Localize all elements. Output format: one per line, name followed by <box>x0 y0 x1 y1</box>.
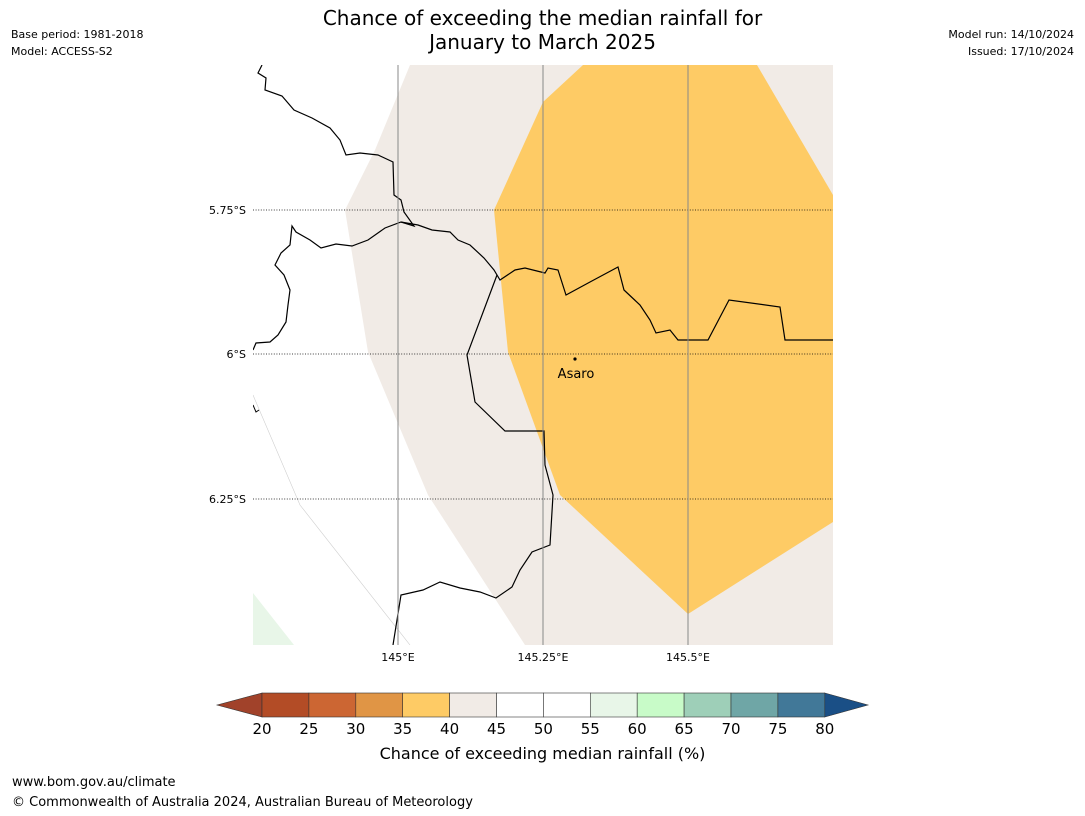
model-run-text: Model run: 14/10/2024 <box>948 28 1074 41</box>
colorbar-cell <box>683 692 732 718</box>
border-northern <box>400 221 833 341</box>
colorbar-cell <box>636 692 685 718</box>
lon-label-1455: 145.5°E <box>666 651 710 664</box>
lon-label-14525: 145.25°E <box>518 651 569 664</box>
meta-right: Model run: 14/10/2024 Issued: 17/10/2024 <box>948 26 1074 60</box>
colorbar-cell <box>543 692 591 718</box>
colorbar-cell <box>449 692 497 718</box>
colorbar-extend-high <box>824 692 870 718</box>
asaro-marker <box>573 357 577 361</box>
colorbar: 20 25 30 35 40 45 50 55 60 65 70 75 80 <box>215 692 870 738</box>
colorbar-cell <box>308 692 357 718</box>
zone-55-60 <box>253 593 294 645</box>
colorbar-tick-label: 30 <box>346 720 365 738</box>
lon-gridlines <box>397 65 689 645</box>
map-title: Chance of exceeding the median rainfall … <box>0 6 1085 54</box>
colorbar-cell <box>402 692 450 718</box>
colorbar-cell <box>496 692 544 718</box>
colorbar-cell <box>730 692 779 718</box>
lat-label-625: 6.25°S <box>209 493 246 506</box>
colorbar-tick-label: 45 <box>487 720 506 738</box>
footer-url: www.bom.gov.au/climate <box>12 775 176 790</box>
colorbar-tick-label: 35 <box>393 720 412 738</box>
lat-gridlines <box>253 209 833 500</box>
footer-copyright: © Commonwealth of Australia 2024, Austra… <box>12 795 473 810</box>
colorbar-tick-label: 50 <box>534 720 553 738</box>
title-line-1: Chance of exceeding the median rainfall … <box>322 6 763 30</box>
coastline <box>253 65 416 351</box>
zone-35-40 <box>494 65 833 614</box>
colorbar-tick-labels: 20 25 30 35 40 45 50 55 60 65 70 75 80 <box>252 720 834 738</box>
rainfall-map: 5.75°S 6°S 6.25°S 145°E 145.25°E 145.5°E… <box>209 65 833 664</box>
colorbar-tick-label: 25 <box>299 720 318 738</box>
lat-label-6: 6°S <box>227 348 246 361</box>
colorbar-tick-label: 80 <box>815 720 834 738</box>
lon-label-145: 145°E <box>381 651 414 664</box>
issued-text: Issued: 17/10/2024 <box>967 45 1074 58</box>
colorbar-extend-low <box>215 692 263 718</box>
title-line-2: January to March 2025 <box>429 30 656 54</box>
model-text: Model: ACCESS-S2 <box>11 45 113 58</box>
colorbar-tick-label: 70 <box>721 720 740 738</box>
colorbar-tick-label: 40 <box>440 720 459 738</box>
colorbar-cell <box>355 692 403 718</box>
colorbar-tick-label: 65 <box>675 720 694 738</box>
base-period-text: Base period: 1981-2018 <box>11 28 144 41</box>
meta-left: Base period: 1981-2018 Model: ACCESS-S2 <box>11 26 143 60</box>
lat-label-575: 5.75°S <box>209 204 246 217</box>
coastline-fragment <box>253 404 260 413</box>
colorbar-tick-label: 20 <box>252 720 271 738</box>
colorbar-tick-label: 55 <box>581 720 600 738</box>
colorbar-title: Chance of exceeding median rainfall (%) <box>379 744 706 763</box>
asaro-label: Asaro <box>558 367 595 382</box>
province-border <box>392 274 554 645</box>
zone-boundary-line <box>253 394 411 645</box>
colorbar-cell <box>261 692 310 718</box>
colorbar-tick-label: 75 <box>768 720 787 738</box>
colorbar-cells <box>215 692 870 718</box>
colorbar-cell <box>777 692 826 718</box>
colorbar-cell <box>589 692 638 718</box>
colorbar-tick-label: 60 <box>628 720 647 738</box>
